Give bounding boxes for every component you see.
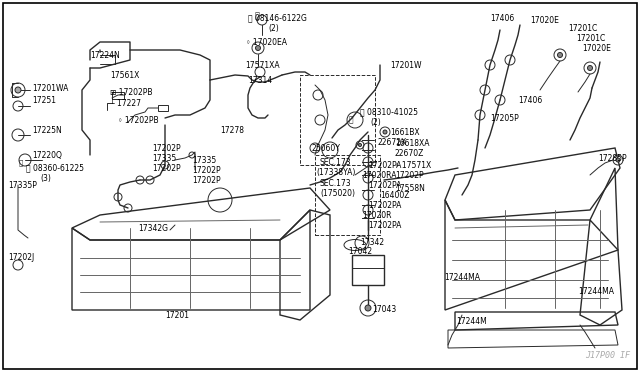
Bar xyxy=(315,155,380,235)
Bar xyxy=(300,75,375,165)
Text: 22672X: 22672X xyxy=(378,138,407,147)
Text: 17220Q: 17220Q xyxy=(32,151,62,160)
Circle shape xyxy=(15,87,21,93)
Text: 17202P: 17202P xyxy=(192,166,221,174)
Text: 17202PA: 17202PA xyxy=(368,201,401,209)
Text: 17202P: 17202P xyxy=(152,144,180,153)
Text: 16618XA: 16618XA xyxy=(395,138,429,148)
Text: 17225N: 17225N xyxy=(32,125,61,135)
Circle shape xyxy=(616,158,620,162)
Text: 17020RA: 17020RA xyxy=(362,170,397,180)
Text: Ⓑ: Ⓑ xyxy=(255,11,260,20)
Text: 17020R: 17020R xyxy=(362,211,392,219)
Text: 17335P: 17335P xyxy=(8,180,37,189)
Text: 17202J: 17202J xyxy=(8,253,35,263)
Text: 17201WA: 17201WA xyxy=(32,83,68,93)
Text: 17406: 17406 xyxy=(490,13,515,22)
Text: Ⓢ: Ⓢ xyxy=(349,115,353,125)
Text: 17335: 17335 xyxy=(152,154,176,163)
Circle shape xyxy=(588,65,593,71)
Circle shape xyxy=(257,15,267,25)
Text: 17224N: 17224N xyxy=(90,51,120,60)
Text: 17278: 17278 xyxy=(220,125,244,135)
Text: 17202PA: 17202PA xyxy=(368,160,401,170)
Text: Ⓢ 08360-61225: Ⓢ 08360-61225 xyxy=(26,164,84,173)
Text: 17020E: 17020E xyxy=(530,16,559,25)
Text: 22670Z: 22670Z xyxy=(395,148,424,157)
Text: 17201C: 17201C xyxy=(576,33,605,42)
Circle shape xyxy=(358,144,362,147)
Text: 17202PA: 17202PA xyxy=(368,180,401,189)
Text: 17244MA: 17244MA xyxy=(444,273,480,282)
Text: ◦ 17571X: ◦ 17571X xyxy=(395,160,431,170)
Circle shape xyxy=(557,52,563,58)
Text: SEC.173: SEC.173 xyxy=(320,179,351,187)
Text: (2): (2) xyxy=(370,118,381,126)
Text: ◦ 17020EA: ◦ 17020EA xyxy=(246,38,287,46)
Text: 17201C: 17201C xyxy=(568,23,597,32)
Text: (175020): (175020) xyxy=(320,189,355,198)
Text: 17251: 17251 xyxy=(32,96,56,105)
Bar xyxy=(158,105,168,111)
Text: 17314: 17314 xyxy=(248,76,272,84)
Text: 25060Y: 25060Y xyxy=(312,144,341,153)
Circle shape xyxy=(383,130,387,134)
Text: J17P00 IF: J17P00 IF xyxy=(585,351,630,360)
Text: 17285P: 17285P xyxy=(598,154,627,163)
Text: 17201W: 17201W xyxy=(390,61,422,70)
Text: 17043: 17043 xyxy=(372,305,396,314)
Text: 17202P: 17202P xyxy=(192,176,221,185)
Text: Ⓢ 08310-41025: Ⓢ 08310-41025 xyxy=(360,108,418,116)
Text: Ⓢ: Ⓢ xyxy=(19,160,23,166)
Text: 17201: 17201 xyxy=(165,311,189,320)
Text: 17244MA: 17244MA xyxy=(578,288,614,296)
Text: 17244M: 17244M xyxy=(456,317,487,327)
Text: (17338YA): (17338YA) xyxy=(316,167,355,176)
Text: 17406: 17406 xyxy=(518,96,542,105)
Text: 1661BX: 1661BX xyxy=(390,128,420,137)
Text: ◦ 17202PB: ◦ 17202PB xyxy=(118,115,159,125)
Text: 17042: 17042 xyxy=(348,247,372,257)
Text: 17342: 17342 xyxy=(360,237,384,247)
Text: 17202PA: 17202PA xyxy=(368,221,401,230)
Circle shape xyxy=(365,305,371,311)
Text: 17335: 17335 xyxy=(192,155,216,164)
Text: 17020E: 17020E xyxy=(582,44,611,52)
Text: 17571XA: 17571XA xyxy=(245,61,280,70)
Text: Ⓑ 08146-6122G: Ⓑ 08146-6122G xyxy=(248,13,307,22)
Text: 17205P: 17205P xyxy=(490,113,519,122)
Text: 17202P: 17202P xyxy=(152,164,180,173)
Text: 16400Z: 16400Z xyxy=(380,190,410,199)
Text: ⊞ 17202PB: ⊞ 17202PB xyxy=(110,87,152,96)
Bar xyxy=(112,92,124,99)
Text: 17561X: 17561X xyxy=(110,71,140,80)
Text: (3): (3) xyxy=(40,173,51,183)
Circle shape xyxy=(255,45,260,51)
Text: 17342G: 17342G xyxy=(138,224,168,232)
Text: (2): (2) xyxy=(268,23,279,32)
Text: SEC.173: SEC.173 xyxy=(320,157,351,167)
Text: 17202P: 17202P xyxy=(395,170,424,180)
Text: 17558N: 17558N xyxy=(395,183,425,192)
Text: └ 17227: └ 17227 xyxy=(110,99,141,108)
